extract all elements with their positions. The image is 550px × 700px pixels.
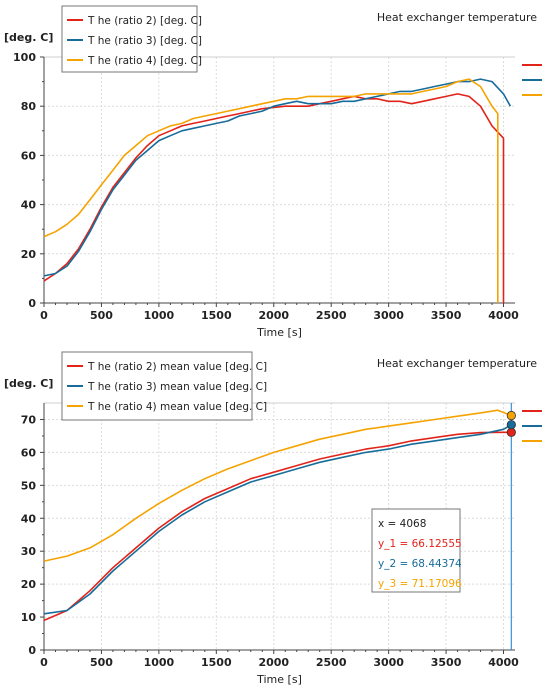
series-line-1 [43, 431, 512, 622]
y-tick-label: 0 [28, 297, 36, 310]
y-axis-label: [deg. C] [4, 31, 53, 44]
y-tick-label: 40 [21, 199, 37, 212]
x-tick-label: 3000 [373, 309, 404, 322]
x-axis-label: Time [s] [256, 326, 302, 339]
x-tick-label: 3500 [431, 656, 462, 669]
y-tick-label: 40 [21, 512, 37, 525]
y-tick-label: 10 [21, 611, 37, 624]
chart-panel-2: 0 10 20 30 40 50 60 70 0 500 1000 1500 2000 2500 3000 3… [4, 351, 542, 686]
chart-title: Heat exchanger temperature [377, 11, 537, 24]
x-tick-label: 0 [40, 309, 48, 322]
x-tick-label: 4000 [488, 656, 519, 669]
y-tick-label: 50 [21, 479, 37, 492]
x-tick-label: 1500 [201, 656, 232, 669]
readout-line: y_1 = 66.12555 [378, 538, 462, 550]
legend-label: T he (ratio 3) [deg. C] [87, 35, 202, 47]
x-tick-label: 2000 [258, 656, 289, 669]
legend-label: T he (ratio 4) mean value [deg. C] [87, 401, 267, 413]
y-tick-label: 60 [21, 149, 37, 162]
x-tick-label: 500 [90, 309, 113, 322]
y-tick-label: 30 [21, 545, 37, 558]
legend: T he (ratio 2) mean value [deg. C] T he (… [61, 351, 267, 421]
x-tick-label: 3500 [431, 309, 462, 322]
readout-line: x = 4068 [378, 518, 426, 530]
x-tick-label: 1500 [201, 309, 232, 322]
legend-label: T he (ratio 4) [deg. C] [87, 55, 202, 67]
x-tick-label: 2500 [316, 656, 347, 669]
readout-line: y_3 = 71.17096 [378, 578, 462, 590]
cursor-marker [506, 427, 516, 437]
legend-label: T he (ratio 2) mean value [deg. C] [87, 361, 267, 373]
cursor-marker [506, 410, 516, 421]
grid-lines [43, 56, 515, 304]
x-tick-label: 500 [90, 656, 113, 669]
series-line-1 [43, 93, 505, 303]
x-tick-label: 0 [40, 656, 48, 669]
x-axis-label: Time [s] [256, 673, 302, 686]
y-tick-label: 20 [21, 578, 37, 591]
y-tick-label: 70 [21, 413, 37, 426]
y-axis-label: [deg. C] [4, 377, 53, 390]
x-tick-label: 2000 [258, 309, 289, 322]
x-tick-label: 1000 [144, 309, 175, 322]
y-tick-label: 100 [13, 51, 36, 64]
legend-box [61, 351, 253, 421]
y-tick-label: 0 [28, 644, 36, 657]
legend-box [61, 5, 198, 73]
x-tick-label: 3000 [373, 656, 404, 669]
y-tick-label: 80 [21, 100, 37, 113]
series-line-2 [43, 78, 512, 277]
cursor-marker [506, 420, 516, 430]
series-line-2 [43, 424, 512, 615]
legend-label: T he (ratio 2) [deg. C] [87, 15, 202, 27]
legend: T he (ratio 2) [deg. C] T he (ratio 3) [d… [61, 5, 202, 73]
y-tick-label: 20 [21, 248, 37, 261]
y-tick-label: 60 [21, 446, 37, 459]
readout-line: y_2 = 68.44374 [378, 558, 462, 570]
x-tick-label: 1000 [144, 656, 175, 669]
x-tick-label: 4000 [488, 309, 519, 322]
series-line-3 [43, 78, 499, 303]
legend-label: T he (ratio 3) mean value [deg. C] [87, 381, 267, 393]
cursor-readout: x = 4068 y_1 = 66.12555 y_2 = 68.44374 y_3 … [371, 508, 462, 593]
readout-box [371, 508, 461, 593]
series-line-3 [43, 409, 512, 562]
x-tick-label: 2500 [316, 309, 347, 322]
chart-title: Heat exchanger temperature [377, 357, 537, 370]
